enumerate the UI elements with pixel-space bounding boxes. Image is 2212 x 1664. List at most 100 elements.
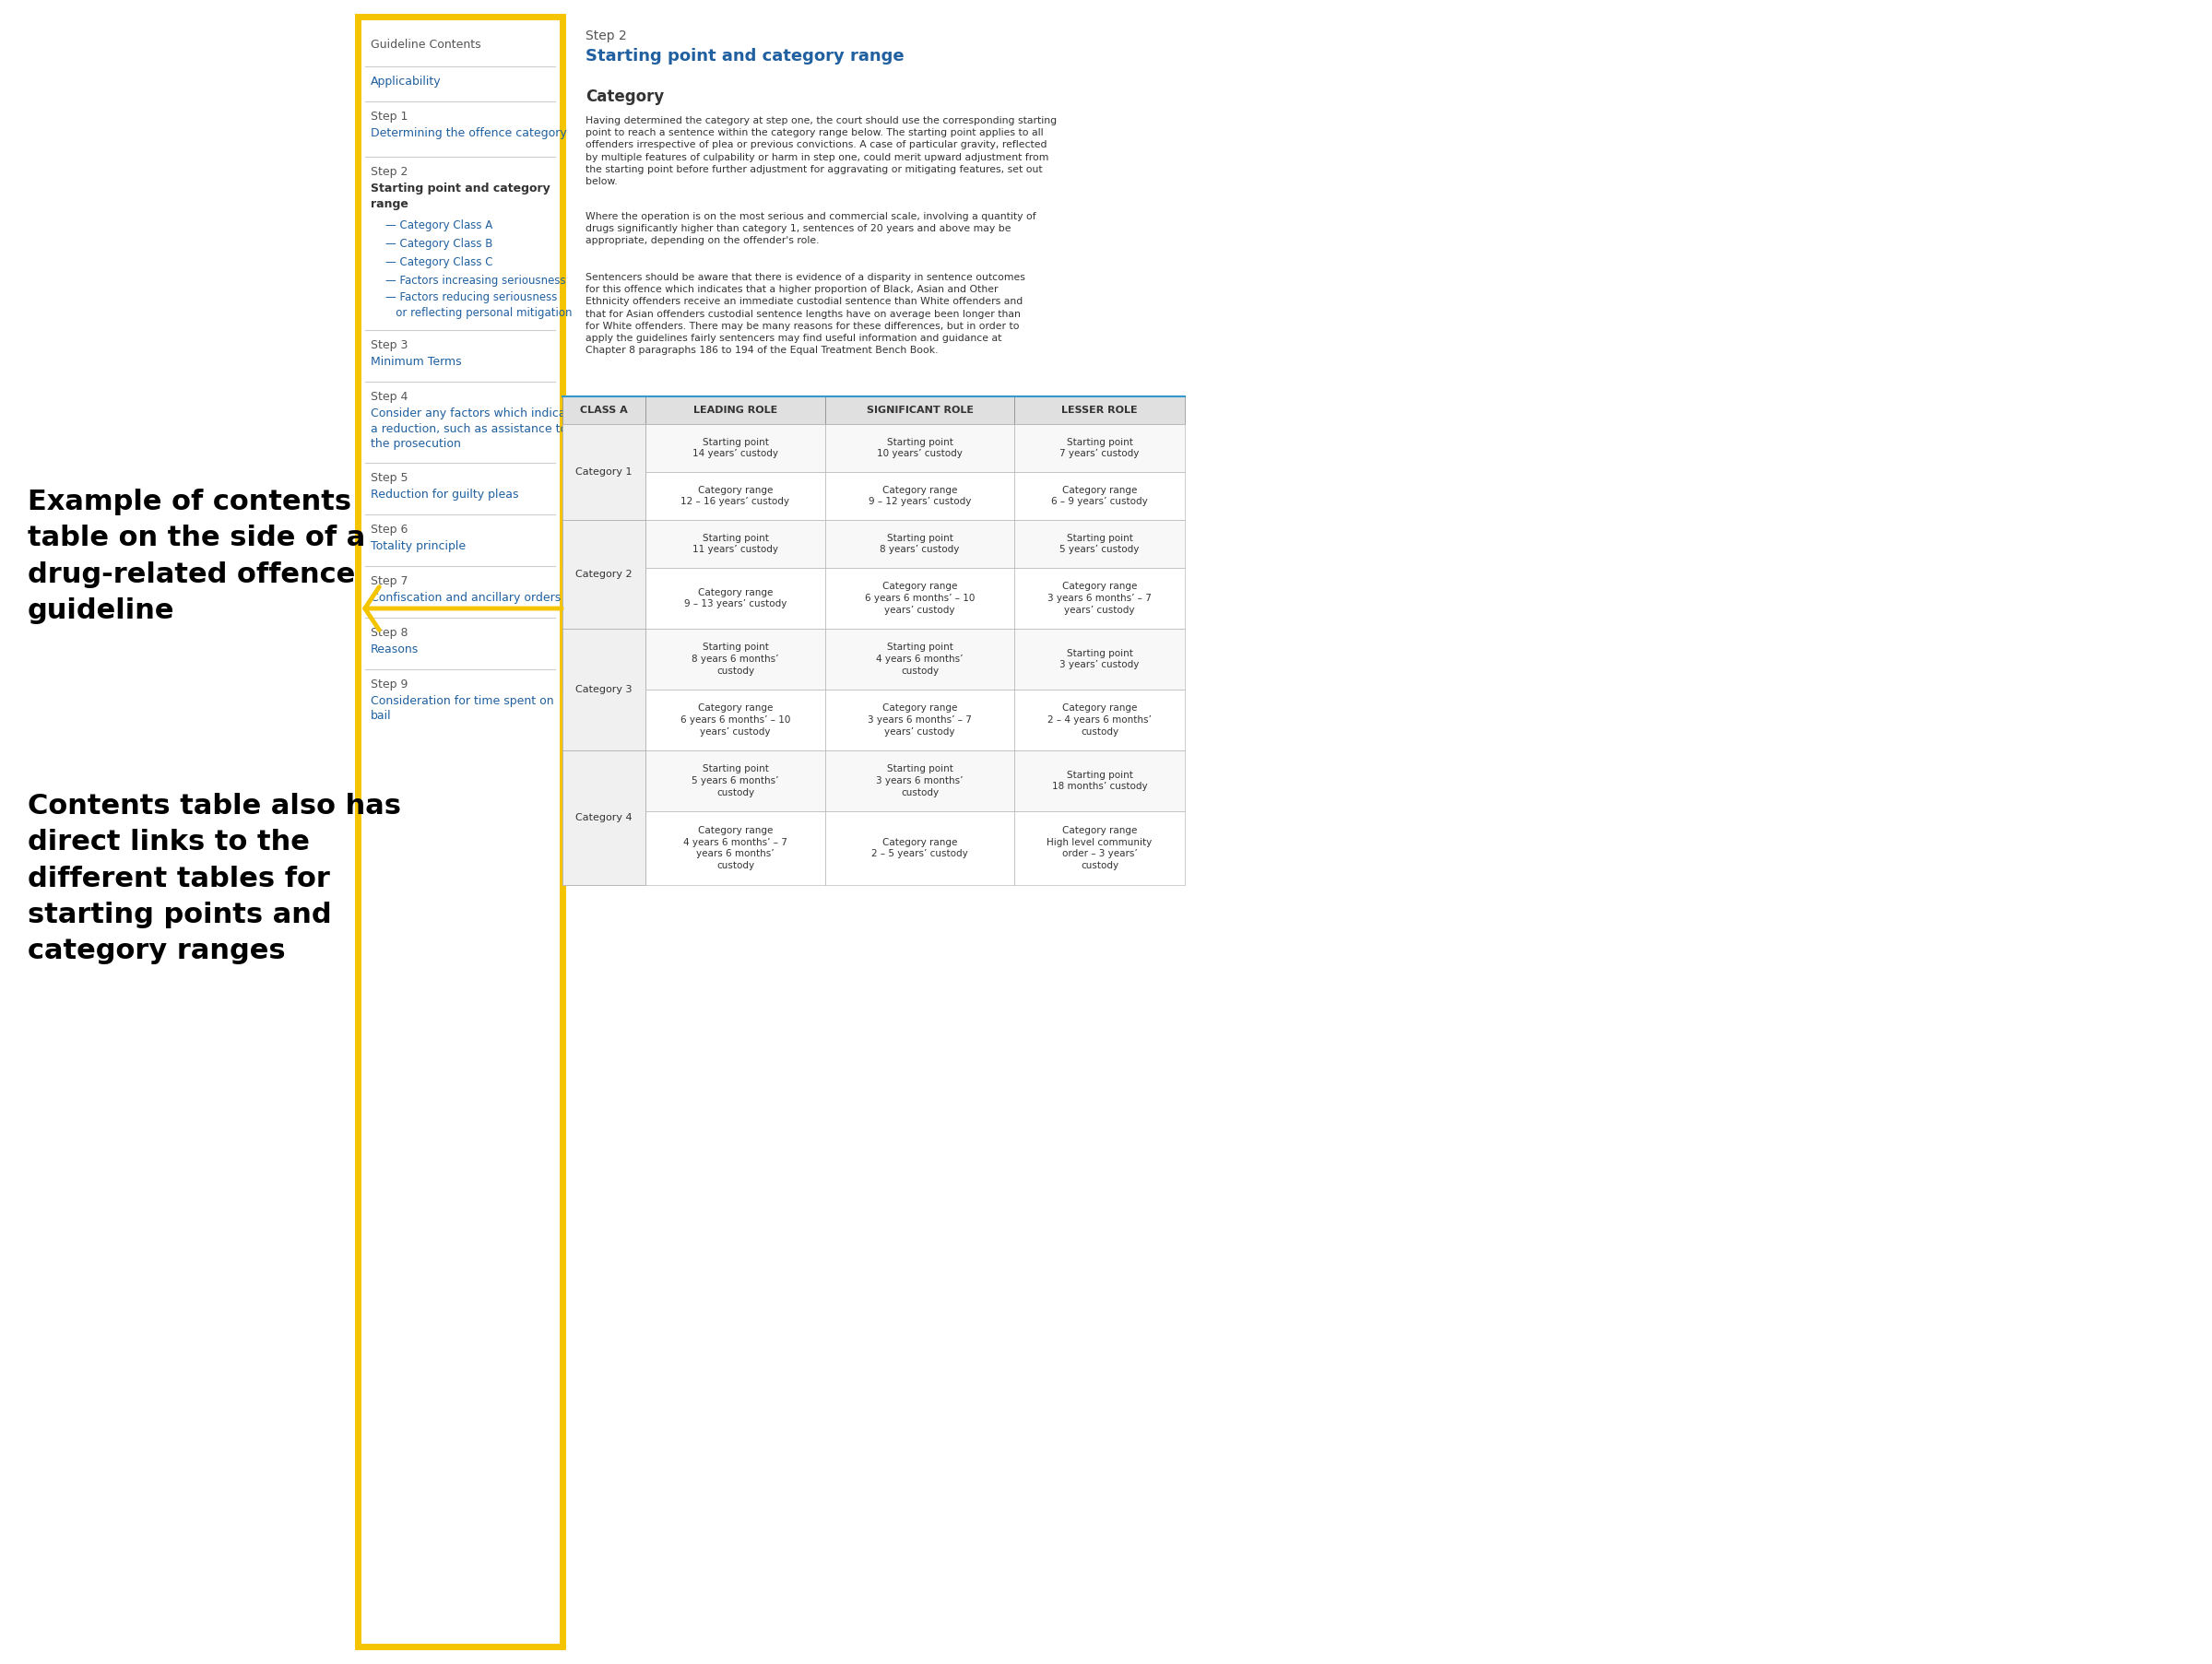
Bar: [646, 629, 825, 689]
Bar: [562, 519, 646, 629]
Text: Starting point
11 years’ custody: Starting point 11 years’ custody: [692, 534, 779, 554]
Text: Category range
2 – 5 years’ custody: Category range 2 – 5 years’ custody: [872, 837, 969, 859]
Bar: [825, 689, 1015, 750]
Bar: [1015, 424, 1186, 473]
Text: — Category Class B: — Category Class B: [385, 238, 493, 250]
Text: Category 1: Category 1: [575, 468, 633, 476]
Text: Category range
3 years 6 months’ – 7
years’ custody: Category range 3 years 6 months’ – 7 yea…: [867, 704, 971, 737]
Text: Step 8: Step 8: [372, 627, 407, 639]
Text: Category range
High level community
order – 3 years’
custody: Category range High level community orde…: [1046, 825, 1152, 870]
Bar: [562, 424, 646, 519]
Text: Category range
9 – 12 years’ custody: Category range 9 – 12 years’ custody: [869, 486, 971, 506]
Text: Where the operation is on the most serious and commercial scale, involving a qua: Where the operation is on the most serio…: [586, 211, 1035, 246]
Text: Starting point
5 years’ custody: Starting point 5 years’ custody: [1060, 534, 1139, 554]
Text: Guideline Contents: Guideline Contents: [372, 38, 480, 50]
Text: Step 1: Step 1: [372, 110, 407, 123]
Bar: [825, 473, 1015, 519]
Text: Category range
6 years 6 months’ – 10
years’ custody: Category range 6 years 6 months’ – 10 ye…: [681, 704, 790, 737]
Bar: [562, 567, 646, 629]
Text: Category range
4 years 6 months’ – 7
years 6 months’
custody: Category range 4 years 6 months’ – 7 yea…: [684, 825, 787, 870]
Bar: [562, 629, 646, 689]
Bar: [1015, 629, 1186, 689]
Text: LEADING ROLE: LEADING ROLE: [692, 406, 776, 414]
Bar: [825, 750, 1015, 812]
Text: Determining the offence category: Determining the offence category: [372, 126, 566, 140]
Bar: [825, 396, 1015, 424]
Text: Step 2: Step 2: [372, 166, 407, 178]
Bar: [646, 567, 825, 629]
Text: — Category Class C: — Category Class C: [385, 256, 493, 268]
Bar: [1015, 750, 1186, 812]
Text: SIGNIFICANT ROLE: SIGNIFICANT ROLE: [867, 406, 973, 414]
Text: Category range
6 – 9 years’ custody: Category range 6 – 9 years’ custody: [1051, 486, 1148, 506]
Bar: [825, 567, 1015, 629]
Bar: [825, 424, 1015, 473]
Text: Category range
9 – 13 years’ custody: Category range 9 – 13 years’ custody: [684, 587, 787, 609]
Text: — Factors increasing seriousness: — Factors increasing seriousness: [385, 275, 566, 286]
Text: Starting point
18 months’ custody: Starting point 18 months’ custody: [1051, 770, 1148, 792]
Text: Consideration for time spent on
bail: Consideration for time spent on bail: [372, 696, 553, 722]
Text: — Factors reducing seriousness
   or reflecting personal mitigation: — Factors reducing seriousness or reflec…: [385, 291, 573, 318]
Text: Contents table also has
direct links to the
different tables for
starting points: Contents table also has direct links to …: [29, 792, 400, 965]
Bar: [825, 519, 1015, 567]
Text: Category 2: Category 2: [575, 569, 633, 579]
Bar: [562, 750, 646, 885]
Text: Starting point and category
range: Starting point and category range: [372, 183, 551, 210]
Text: Category range
2 – 4 years 6 months’
custody: Category range 2 – 4 years 6 months’ cus…: [1048, 704, 1152, 737]
Text: Starting point
10 years’ custody: Starting point 10 years’ custody: [876, 438, 962, 459]
Bar: [562, 519, 646, 567]
Bar: [1015, 519, 1186, 567]
Bar: [646, 689, 825, 750]
Text: Consider any factors which indicate
a reduction, such as assistance to
the prose: Consider any factors which indicate a re…: [372, 408, 577, 449]
Bar: [646, 473, 825, 519]
Text: Minimum Terms: Minimum Terms: [372, 356, 462, 368]
Text: Step 6: Step 6: [372, 524, 407, 536]
Text: Category range
3 years 6 months’ – 7
years’ custody: Category range 3 years 6 months’ – 7 yea…: [1048, 582, 1152, 614]
Text: Reasons: Reasons: [372, 644, 418, 656]
Bar: [646, 519, 825, 567]
Bar: [562, 396, 646, 424]
Bar: [646, 812, 825, 885]
Bar: [562, 424, 646, 473]
Bar: [646, 424, 825, 473]
Bar: [562, 689, 646, 750]
Text: Starting point
5 years 6 months’
custody: Starting point 5 years 6 months’ custody: [692, 764, 779, 797]
Bar: [562, 812, 646, 885]
Text: Starting point
8 years’ custody: Starting point 8 years’ custody: [880, 534, 960, 554]
Text: Category 3: Category 3: [575, 686, 633, 694]
Text: Step 2: Step 2: [586, 30, 626, 42]
Bar: [1015, 473, 1186, 519]
Text: Starting point and category range: Starting point and category range: [586, 48, 905, 65]
Text: Having determined the category at step one, the court should use the correspondi: Having determined the category at step o…: [586, 116, 1057, 186]
Bar: [1015, 567, 1186, 629]
Bar: [562, 750, 646, 812]
Text: — Category Class A: — Category Class A: [385, 220, 493, 231]
Text: Starting point
8 years 6 months’
custody: Starting point 8 years 6 months’ custody: [692, 642, 779, 676]
Text: Example of contents
table on the side of a
drug-related offence
guideline: Example of contents table on the side of…: [29, 489, 365, 624]
Text: Category: Category: [586, 88, 664, 105]
Text: Category 4: Category 4: [575, 814, 633, 822]
Text: Step 7: Step 7: [372, 576, 407, 587]
Text: Starting point
3 years 6 months’
custody: Starting point 3 years 6 months’ custody: [876, 764, 962, 797]
Text: Applicability: Applicability: [372, 75, 442, 88]
Text: Confiscation and ancillary orders: Confiscation and ancillary orders: [372, 592, 562, 604]
Text: Starting point
7 years’ custody: Starting point 7 years’ custody: [1060, 438, 1139, 459]
Text: Reduction for guilty pleas: Reduction for guilty pleas: [372, 489, 518, 501]
Bar: [358, 17, 562, 1646]
Bar: [1015, 396, 1186, 424]
Bar: [825, 629, 1015, 689]
Text: LESSER ROLE: LESSER ROLE: [1062, 406, 1137, 414]
Bar: [646, 396, 825, 424]
Text: Step 5: Step 5: [372, 473, 407, 484]
Bar: [1015, 812, 1186, 885]
Text: CLASS A: CLASS A: [580, 406, 628, 414]
Text: Step 4: Step 4: [372, 391, 407, 403]
Text: Starting point
3 years’ custody: Starting point 3 years’ custody: [1060, 649, 1139, 669]
Bar: [562, 473, 646, 519]
Text: Totality principle: Totality principle: [372, 541, 467, 552]
Text: Category range
6 years 6 months’ – 10
years’ custody: Category range 6 years 6 months’ – 10 ye…: [865, 582, 975, 614]
Text: Starting point
14 years’ custody: Starting point 14 years’ custody: [692, 438, 779, 459]
Text: Sentencers should be aware that there is evidence of a disparity in sentence out: Sentencers should be aware that there is…: [586, 273, 1024, 354]
Bar: [1015, 689, 1186, 750]
Bar: [825, 812, 1015, 885]
